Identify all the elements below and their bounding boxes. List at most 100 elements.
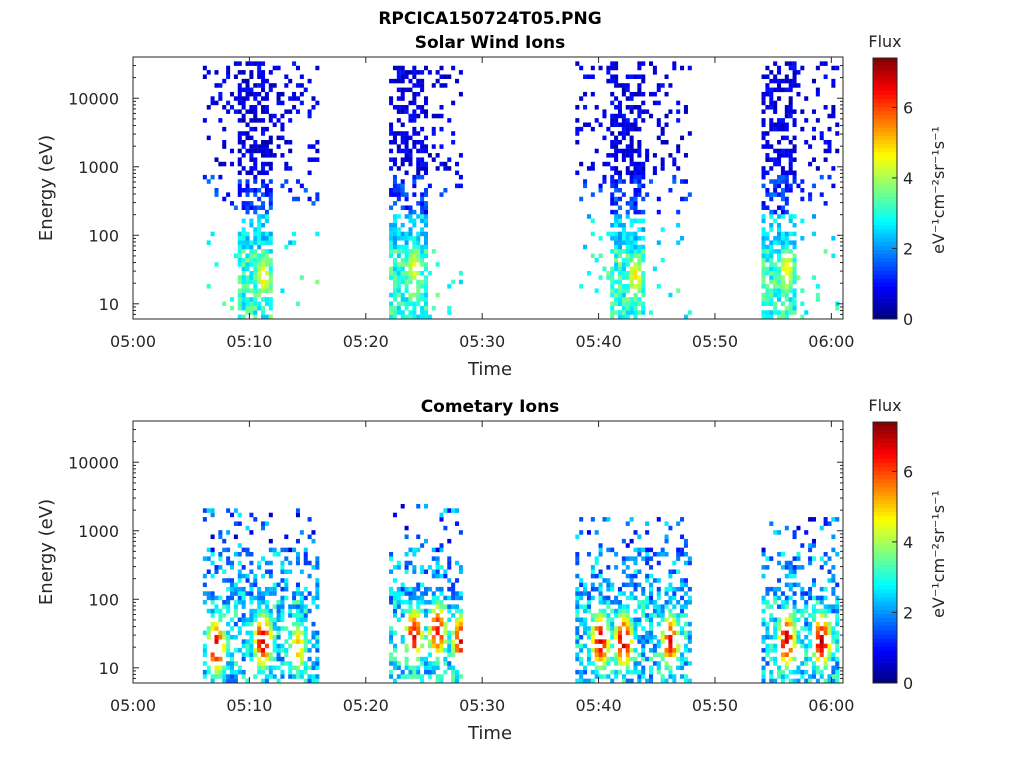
heatmap-cell: [804, 652, 809, 657]
heatmap-cell: [423, 113, 429, 119]
heatmap-cell: [210, 560, 215, 566]
heatmap-cell: [416, 586, 421, 592]
heatmap-cell: [792, 669, 797, 675]
heatmap-cell: [404, 214, 409, 219]
heatmap-cell: [761, 262, 766, 267]
colorbar-step: [873, 422, 897, 427]
heatmap-cell: [439, 192, 444, 197]
heatmap-cell: [408, 100, 413, 106]
heatmap-cell: [761, 301, 766, 307]
heatmap-cell: [439, 144, 444, 149]
heatmap-cell: [575, 678, 580, 684]
heatmap-cell: [307, 170, 312, 176]
heatmap-cell: [602, 578, 607, 583]
heatmap-cell: [400, 669, 405, 675]
heatmap-cell: [303, 626, 308, 631]
heatmap-cell: [575, 617, 580, 623]
heatmap-cell: [780, 231, 785, 237]
colorbar-step: [873, 540, 897, 545]
heatmap-cell: [761, 96, 766, 101]
heatmap-cell: [214, 634, 219, 640]
heatmap-cell: [575, 600, 580, 605]
heatmap-cell: [641, 284, 646, 289]
heatmap-cell: [637, 674, 642, 679]
heatmap-cell: [245, 87, 250, 93]
heatmap-cell: [315, 582, 320, 588]
heatmap-cell: [625, 275, 630, 280]
heatmap-cell: [633, 547, 638, 553]
heatmap-cell: [288, 674, 293, 679]
heatmap-cell: [765, 157, 770, 162]
heatmap-cell: [777, 595, 782, 601]
heatmap-cell: [389, 305, 394, 311]
heatmap-cell: [420, 643, 425, 649]
heatmap-cell: [641, 626, 646, 631]
heatmap-cell: [610, 153, 615, 158]
heatmap-cell: [575, 586, 580, 592]
heatmap-cell: [423, 665, 429, 671]
heatmap-cell: [311, 530, 316, 535]
heatmap-cell: [804, 643, 809, 649]
heatmap-cell: [637, 126, 642, 132]
heatmap-cell: [264, 257, 269, 263]
heatmap-cell: [625, 262, 630, 267]
heatmap-cell: [392, 131, 397, 136]
heatmap-cell: [652, 613, 657, 618]
heatmap-cell: [792, 70, 797, 75]
heatmap-cell: [292, 61, 297, 66]
heatmap-cell: [253, 595, 258, 601]
heatmap-cell: [769, 100, 774, 106]
heatmap-cell: [621, 192, 626, 197]
heatmap-cell: [629, 656, 634, 662]
heatmap-cell: [245, 305, 250, 311]
heatmap-cell: [598, 573, 603, 579]
heatmap-cell: [800, 661, 805, 666]
heatmap-cell: [412, 591, 417, 596]
heatmap-cell: [606, 621, 611, 627]
heatmap-cell: [315, 148, 320, 154]
heatmap-cell: [765, 556, 770, 561]
heatmap-cell: [280, 595, 285, 601]
heatmap-cell: [780, 639, 785, 644]
heatmap-cell: [777, 174, 782, 180]
heatmap-cell: [606, 126, 611, 132]
heatmap-cell: [423, 253, 429, 259]
heatmap-cell: [586, 166, 591, 171]
heatmap-cell: [815, 91, 820, 97]
heatmap-cell: [276, 96, 281, 101]
heatmap-cell: [257, 205, 262, 210]
heatmap-cell: [210, 547, 215, 553]
colorbar-step: [873, 556, 897, 561]
heatmap-cell: [400, 270, 405, 276]
heatmap-cell: [586, 634, 591, 640]
heatmap-cell: [315, 630, 320, 636]
heatmap-cell: [439, 512, 444, 518]
heatmap-cell: [680, 196, 685, 202]
heatmap-cell: [649, 665, 654, 671]
heatmap-cell: [610, 634, 615, 640]
heatmap-cell: [408, 310, 413, 315]
heatmap-cell: [229, 626, 235, 631]
heatmap-cell: [439, 565, 444, 570]
heatmap-cell: [408, 148, 413, 154]
heatmap-cell: [765, 139, 770, 145]
heatmap-cell: [602, 661, 607, 666]
heatmap-cell: [660, 617, 665, 623]
heatmap-cell: [404, 131, 409, 136]
heatmap-cell: [633, 648, 638, 653]
heatmap-cell: [241, 586, 246, 592]
colorbar-step: [873, 458, 897, 464]
heatmap-cell: [233, 534, 238, 540]
heatmap-cell: [272, 83, 277, 88]
heatmap-cell: [257, 608, 262, 614]
heatmap-cell: [396, 144, 401, 149]
heatmap-cell: [831, 634, 836, 640]
heatmap-cell: [257, 262, 262, 267]
heatmap-cell: [412, 209, 417, 215]
heatmap-cell: [253, 310, 258, 315]
heatmap-cell: [214, 639, 219, 644]
heatmap-cell: [280, 608, 285, 614]
heatmap-cell: [447, 560, 452, 566]
heatmap-cell: [431, 626, 436, 631]
